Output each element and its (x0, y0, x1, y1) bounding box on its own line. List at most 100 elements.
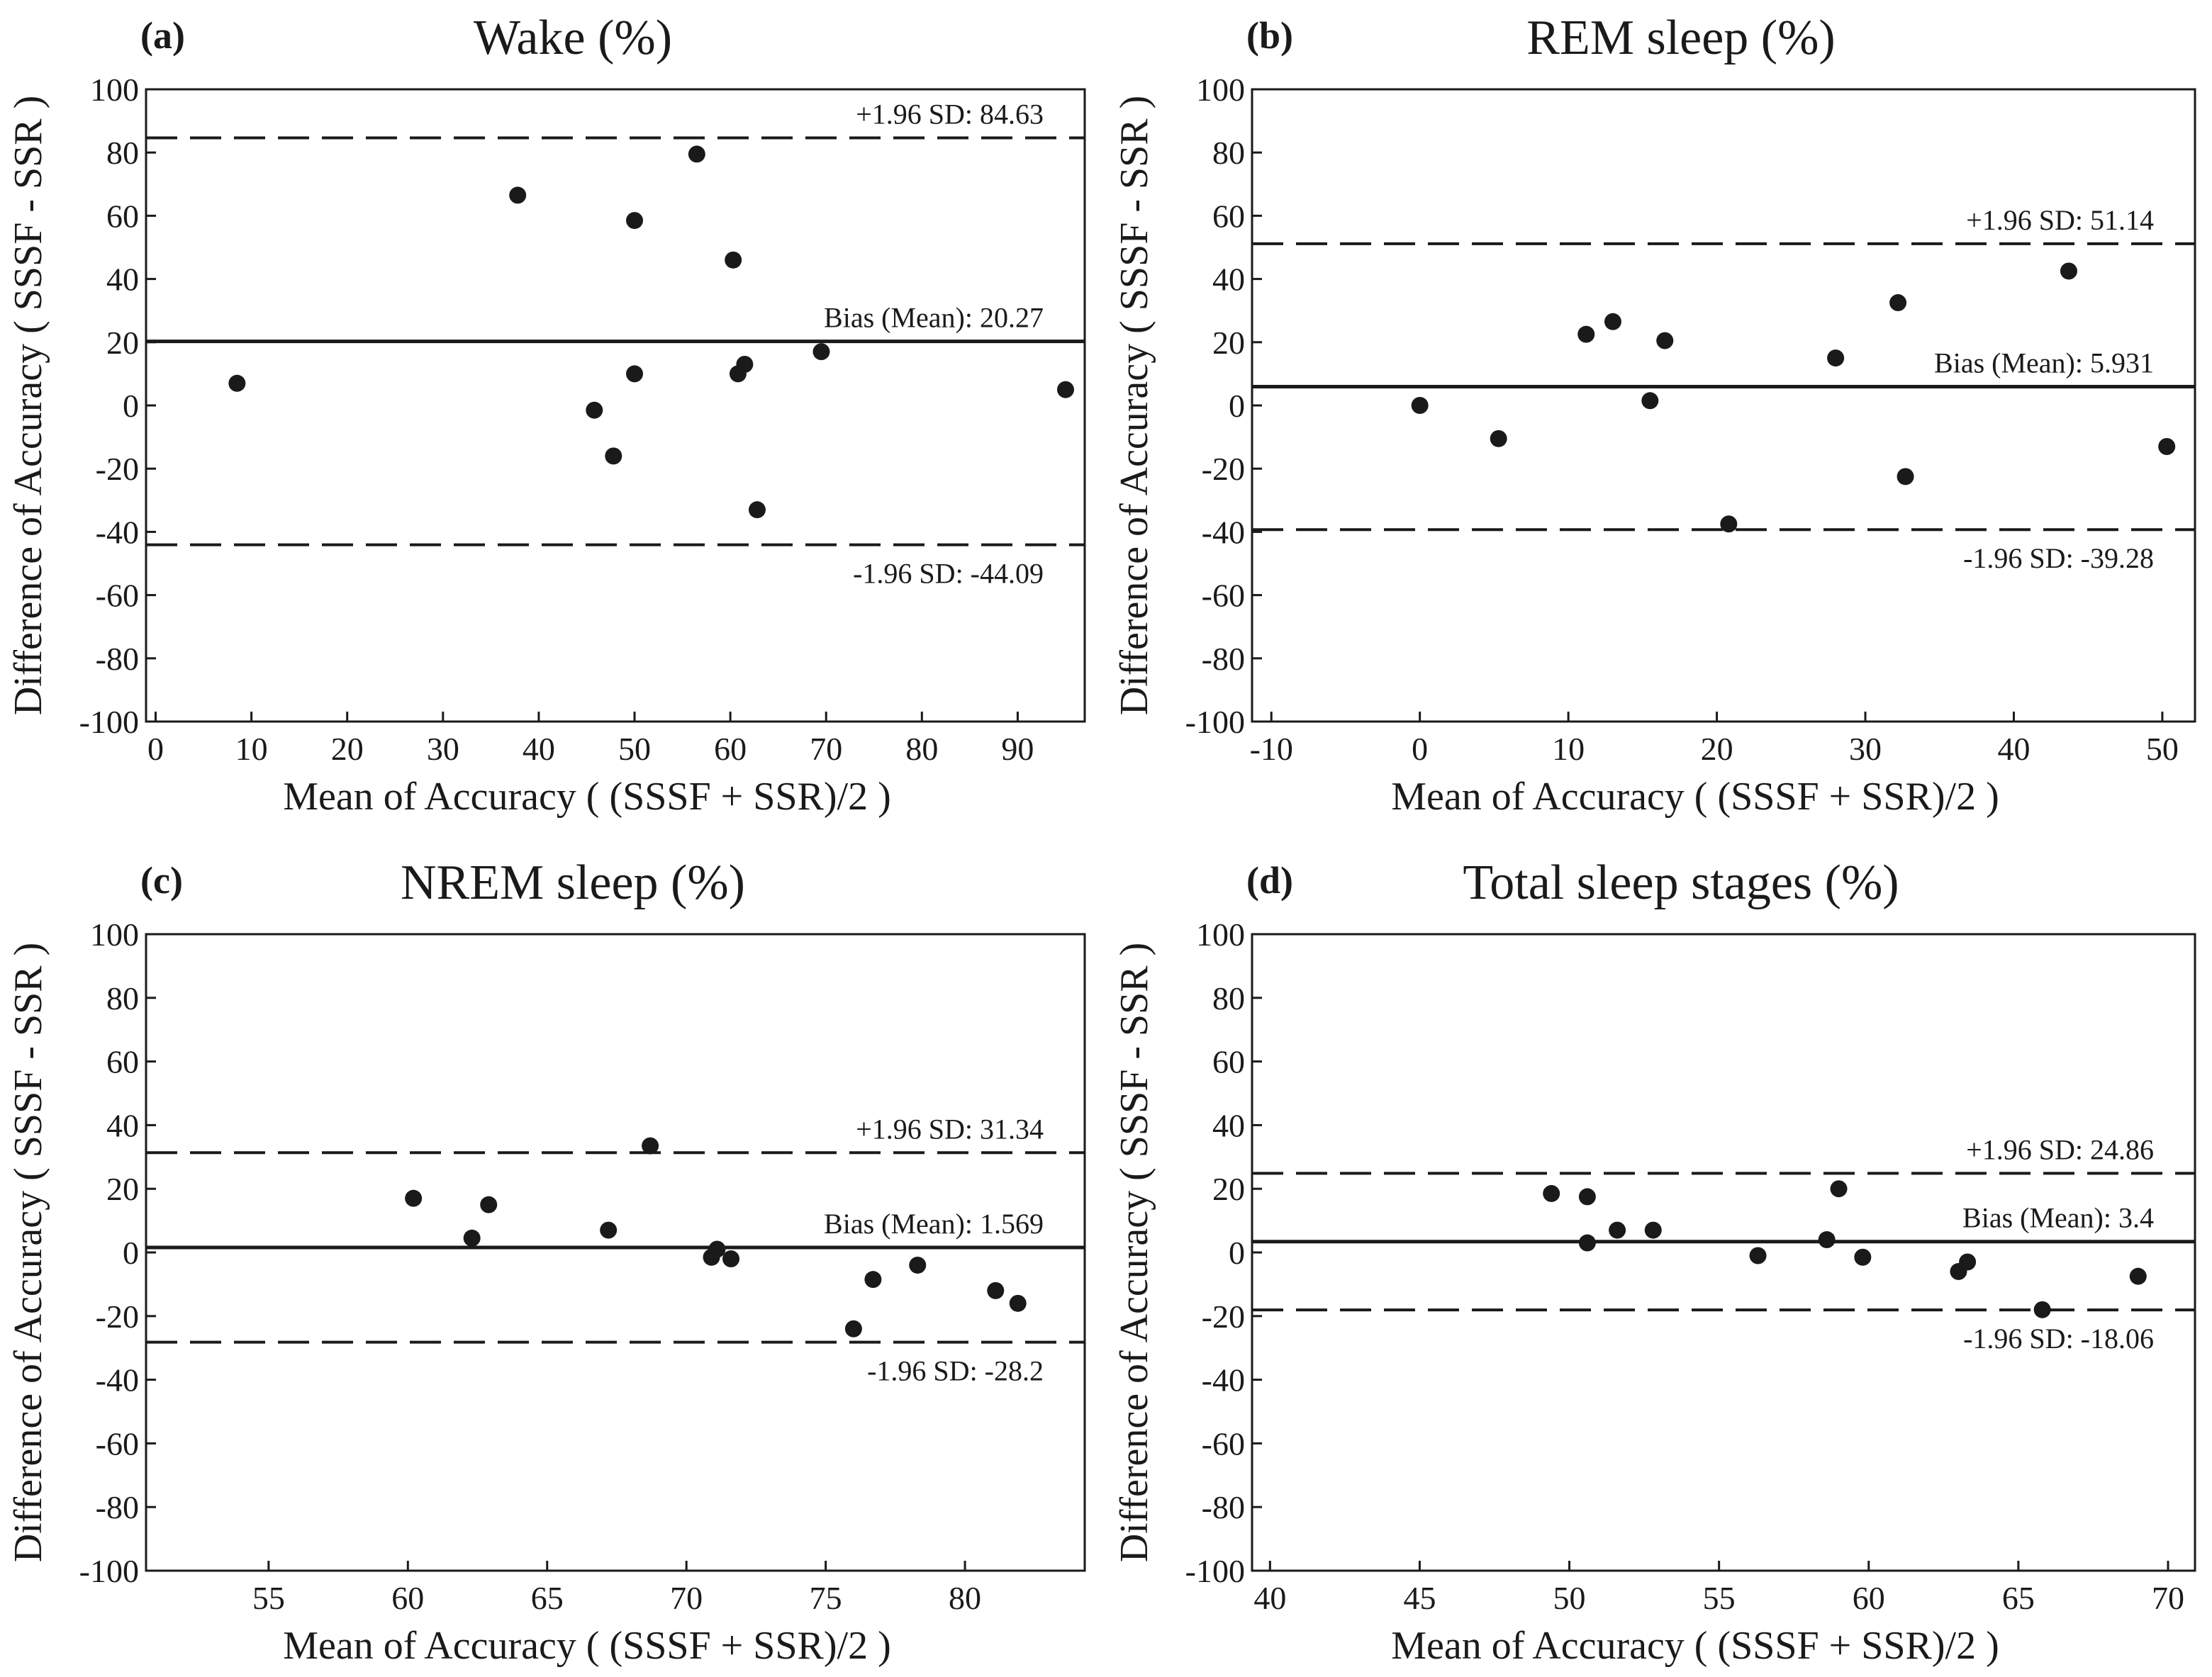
data-point (1720, 515, 1738, 533)
panel-title: Wake (%) (474, 11, 672, 65)
y-tick-label: 60 (1212, 198, 1245, 234)
reference-label-lower: -1.96 SD: -28.2 (867, 1355, 1044, 1387)
y-tick-label: 100 (90, 916, 139, 953)
y-tick-label: 100 (1196, 916, 1245, 953)
data-point (1578, 1234, 1596, 1252)
data-point (1830, 1180, 1848, 1198)
y-tick-label: -80 (96, 1489, 139, 1525)
x-tick-label: 40 (523, 731, 555, 767)
data-point (586, 401, 603, 419)
panel-letter: (c) (140, 859, 183, 902)
data-point (1543, 1184, 1560, 1202)
y-tick-label: -60 (96, 578, 139, 614)
x-axis-label: Mean of Accuracy ( (SSSF + SSR)/2 ) (1391, 1624, 1999, 1668)
y-tick-label: 0 (1229, 1235, 1245, 1271)
data-point (626, 365, 644, 383)
y-tick-label: -20 (1202, 451, 1245, 487)
x-tick-label: 55 (252, 1580, 285, 1616)
y-tick-label: -100 (79, 704, 139, 740)
x-tick-label: 50 (618, 731, 651, 767)
data-point (909, 1256, 927, 1274)
plot-frame (1251, 88, 2196, 723)
data-point (736, 356, 754, 374)
y-tick-label: 60 (106, 1044, 139, 1080)
reference-label-upper: +1.96 SD: 84.63 (856, 99, 1044, 130)
data-point (1056, 381, 1074, 398)
data-point (1577, 325, 1595, 343)
reference-label-lower: -1.96 SD: -18.06 (1963, 1323, 2154, 1354)
x-tick-label: 40 (1997, 731, 2030, 767)
y-tick-label: -80 (1202, 641, 1245, 677)
data-point (2060, 262, 2077, 280)
y-tick-label: -40 (1202, 514, 1245, 550)
data-point (725, 251, 742, 269)
plot-frame (145, 88, 1086, 723)
y-tick-label: 80 (106, 135, 139, 171)
x-tick-label: 0 (147, 731, 164, 767)
y-tick-label: -20 (1202, 1299, 1245, 1335)
data-point (1609, 1221, 1626, 1239)
y-tick-label: -80 (1202, 1489, 1245, 1525)
data-point (509, 186, 527, 204)
data-point (708, 1240, 726, 1258)
reference-label-bias: Bias (Mean): 3.4 (1962, 1202, 2154, 1234)
x-tick-label: 70 (670, 1580, 703, 1616)
data-point (688, 145, 705, 163)
y-tick-label: 80 (1212, 135, 1245, 171)
data-point (1959, 1253, 1977, 1271)
data-point (2033, 1301, 2051, 1318)
x-tick-label: 60 (391, 1580, 424, 1616)
x-tick-label: 10 (235, 731, 268, 767)
data-point (463, 1229, 481, 1247)
data-point (722, 1250, 740, 1267)
x-tick-label: 0 (1412, 731, 1428, 767)
x-tick-label: 20 (1701, 731, 1733, 767)
y-tick-label: -20 (96, 451, 139, 487)
x-tick-label: 80 (905, 731, 938, 767)
reference-label-upper: +1.96 SD: 24.86 (1966, 1133, 2154, 1165)
y-axis-label: Difference of Accuracy ( SSSF - SSR ) (1112, 96, 1156, 716)
y-tick-label: -80 (96, 641, 139, 677)
y-tick-label: -100 (1185, 1553, 1245, 1589)
y-tick-label: -40 (96, 1362, 139, 1398)
y-tick-label: 20 (106, 1171, 139, 1207)
y-axis-label: Difference of Accuracy ( SSSF - SSR ) (6, 943, 50, 1563)
data-point (1827, 349, 1845, 367)
data-point (844, 1320, 862, 1337)
x-tick-label: 60 (714, 731, 747, 767)
plot-frame (1251, 933, 2196, 1572)
data-point (626, 212, 644, 230)
x-tick-label: 30 (1849, 731, 1882, 767)
x-tick-label: 30 (427, 731, 459, 767)
data-point (600, 1221, 618, 1239)
y-tick-label: -40 (1202, 1362, 1245, 1398)
data-point (2129, 1267, 2147, 1285)
data-point (1656, 332, 1674, 349)
y-tick-label: 40 (106, 262, 139, 298)
y-tick-label: 20 (106, 325, 139, 361)
data-point (605, 447, 622, 465)
data-point (1897, 468, 1914, 486)
plot-frame (145, 933, 1086, 1572)
reference-label-bias: Bias (Mean): 5.931 (1934, 347, 2154, 379)
x-tick-label: 55 (1703, 1580, 1736, 1616)
data-point (405, 1189, 423, 1207)
x-tick-label: 90 (1001, 731, 1034, 767)
y-tick-label: 60 (106, 198, 139, 234)
y-tick-label: -100 (79, 1553, 139, 1589)
data-point (1578, 1188, 1596, 1206)
data-point (1854, 1248, 1872, 1266)
y-tick-label: -60 (96, 1425, 139, 1462)
data-point (1604, 313, 1621, 330)
x-tick-label: 10 (1552, 731, 1585, 767)
y-tick-label: -100 (1185, 704, 1245, 740)
y-tick-label: 40 (1212, 1107, 1245, 1143)
panel-letter: (d) (1246, 859, 1293, 902)
panel-letter: (b) (1246, 14, 1293, 57)
y-tick-label: -20 (96, 1299, 139, 1335)
x-tick-label: 75 (810, 1580, 842, 1616)
